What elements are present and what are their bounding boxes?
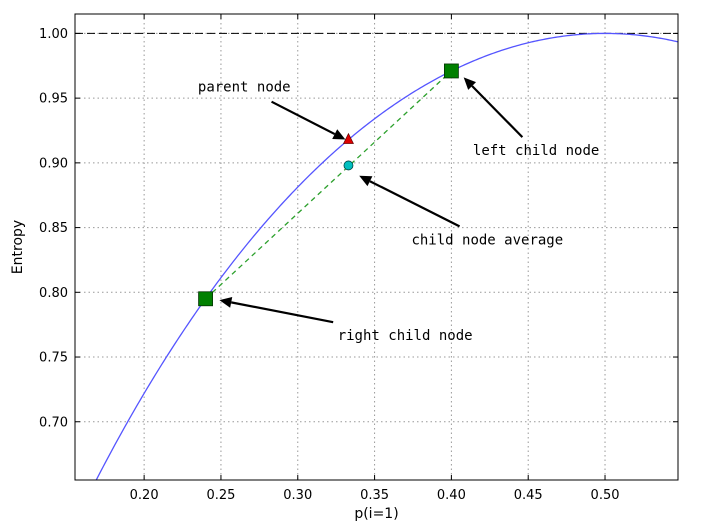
y-tick-label: 0.85: [39, 221, 68, 236]
x-tick-label: 0.25: [206, 488, 235, 503]
plot-frame: [74, 13, 679, 481]
y-tick-label: 0.80: [39, 286, 68, 301]
plot-area: [75, 32, 678, 480]
annotation-arrowhead: [359, 175, 373, 187]
square-marker: [198, 291, 213, 307]
annotation-arrowhead: [463, 77, 477, 90]
y-tick-label: 0.90: [39, 156, 68, 171]
annotation-arrow: [271, 100, 336, 136]
square-marker: [443, 63, 459, 79]
annotation-arrow: [471, 85, 524, 138]
annotation-arrow: [230, 301, 334, 324]
annotation-label: child node average: [411, 232, 563, 248]
x-tick-label: 0.35: [360, 488, 389, 503]
annotation-arrowhead: [332, 129, 346, 140]
y-tick-label: 1.00: [39, 27, 68, 42]
x-tick-label: 0.20: [130, 488, 159, 503]
annotation-arrow: [369, 180, 461, 228]
axes-ticks: 0.20 0.25 0.30 0.35 0.40 0.45 0.50 0.70 0.75 0.80…: [39, 14, 678, 503]
y-tick-label: 0.70: [39, 415, 68, 430]
x-tick-label: 0.30: [283, 488, 312, 503]
y-tick-label: 0.95: [39, 92, 68, 107]
y-tick-label: 0.75: [39, 351, 68, 366]
triangle-marker: [342, 132, 354, 144]
annotation-label: left child node: [473, 143, 599, 159]
y-axis-label: Entropy: [10, 220, 26, 274]
annotation-label: right child node: [338, 328, 473, 344]
annotation-label: parent node: [198, 80, 291, 96]
annotation-arrowhead: [219, 296, 233, 308]
circle-marker: [343, 160, 354, 171]
x-axis-label: p(i=1): [354, 506, 398, 522]
entropy-curve: [95, 32, 678, 480]
x-tick-label: 0.50: [591, 488, 620, 503]
x-tick-label: 0.40: [437, 488, 466, 503]
annotations: parent node left child node child node ave…: [198, 77, 599, 344]
child-chord-line: [205, 70, 452, 300]
x-tick-label: 0.45: [514, 488, 543, 503]
plot-background: [75, 14, 678, 480]
